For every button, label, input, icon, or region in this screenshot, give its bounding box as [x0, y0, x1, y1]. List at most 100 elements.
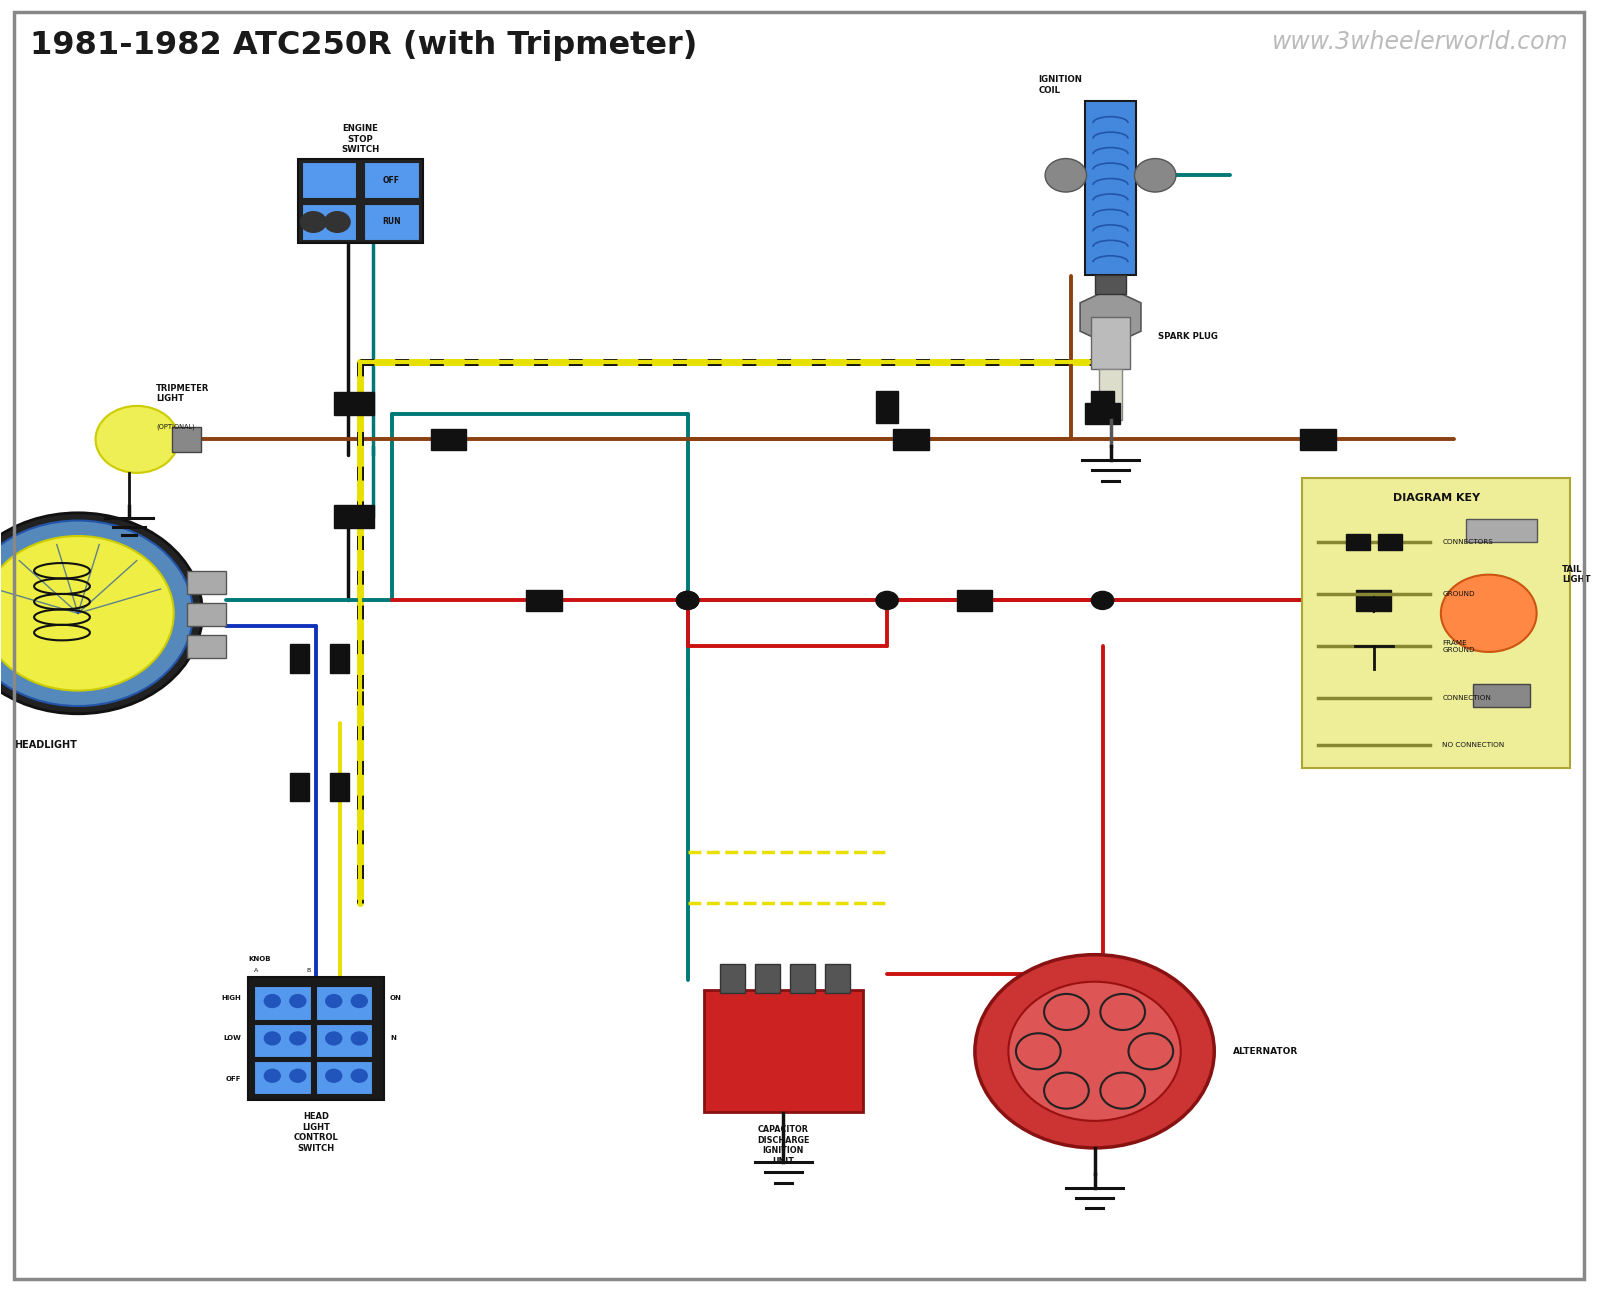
Bar [173, 426, 202, 452]
Bar [1085, 403, 1120, 423]
Bar [720, 964, 746, 993]
Text: (OPTIONAL): (OPTIONAL) [157, 423, 195, 430]
Text: A: A [254, 968, 258, 973]
Bar [334, 391, 374, 414]
Bar [1357, 590, 1392, 611]
Text: ENGINE
STOP
SWITCH: ENGINE STOP SWITCH [341, 124, 379, 154]
Circle shape [290, 994, 306, 1007]
Circle shape [352, 1032, 368, 1044]
Bar [330, 773, 349, 802]
Circle shape [0, 536, 174, 691]
Circle shape [677, 591, 699, 609]
Text: DIAGRAM KEY: DIAGRAM KEY [1392, 493, 1480, 503]
Bar [1094, 275, 1126, 294]
Bar [875, 391, 898, 423]
Circle shape [0, 513, 203, 714]
Text: HEADLIGHT: HEADLIGHT [14, 740, 77, 750]
Bar [1378, 534, 1402, 550]
Bar [1472, 684, 1530, 707]
Text: IGNITION
COIL: IGNITION COIL [1038, 75, 1083, 94]
Circle shape [974, 954, 1214, 1148]
Bar [254, 1061, 310, 1095]
Bar [315, 1024, 373, 1057]
Text: FRAME
GROUND: FRAME GROUND [1443, 639, 1475, 653]
Circle shape [326, 994, 342, 1007]
Text: TRIPMETER
LIGHT: TRIPMETER LIGHT [157, 383, 210, 403]
Bar [790, 964, 816, 993]
Text: CONNECTION: CONNECTION [1443, 696, 1491, 701]
Circle shape [264, 994, 280, 1007]
Circle shape [352, 994, 368, 1007]
Bar [704, 990, 862, 1113]
Bar [826, 964, 850, 993]
Bar [254, 986, 310, 1020]
Circle shape [326, 1069, 342, 1082]
Bar [1301, 429, 1336, 449]
Bar [187, 635, 227, 658]
Bar [430, 429, 466, 449]
Text: www.3wheelerworld.com: www.3wheelerworld.com [1272, 30, 1568, 54]
Circle shape [264, 1032, 280, 1044]
Text: KNOB: KNOB [248, 955, 270, 962]
Bar [330, 644, 349, 673]
Circle shape [290, 1069, 306, 1082]
Bar [302, 204, 357, 240]
Bar [315, 986, 373, 1020]
Bar [1091, 318, 1130, 368]
Circle shape [0, 520, 194, 706]
Bar [290, 644, 309, 673]
Circle shape [1045, 159, 1086, 192]
Text: OFF: OFF [382, 176, 400, 185]
Bar [290, 773, 309, 802]
Bar [315, 1061, 373, 1095]
Bar [302, 163, 357, 198]
Bar [1451, 542, 1552, 684]
Text: HEAD
LIGHT
CONTROL
SWITCH: HEAD LIGHT CONTROL SWITCH [293, 1113, 338, 1153]
Circle shape [326, 1032, 342, 1044]
Text: SPARK PLUG: SPARK PLUG [1158, 332, 1218, 341]
Text: RUN: RUN [382, 217, 402, 226]
Circle shape [677, 591, 699, 609]
Circle shape [352, 1069, 368, 1082]
Circle shape [264, 1069, 280, 1082]
Bar [365, 163, 419, 198]
Circle shape [96, 405, 179, 473]
Text: N: N [390, 1035, 395, 1042]
Bar [187, 603, 227, 626]
Bar [298, 159, 422, 243]
Text: B: B [307, 968, 310, 973]
Bar [1091, 391, 1114, 423]
Text: TAIL
LIGHT: TAIL LIGHT [1562, 565, 1590, 585]
Text: ON: ON [390, 994, 402, 1001]
Circle shape [325, 212, 350, 232]
Bar [334, 505, 374, 528]
Bar [1346, 534, 1370, 550]
Text: OFF: OFF [226, 1077, 242, 1082]
Circle shape [1442, 574, 1536, 652]
Text: CONNECTORS: CONNECTORS [1443, 538, 1493, 545]
Bar [755, 964, 781, 993]
Bar [526, 590, 562, 611]
Text: NO CONNECTION: NO CONNECTION [1443, 742, 1504, 747]
Bar [1467, 519, 1536, 542]
Bar [893, 429, 928, 449]
Circle shape [1091, 591, 1114, 609]
Text: LOW: LOW [224, 1035, 242, 1042]
Text: HIGH: HIGH [222, 994, 242, 1001]
Bar [1099, 368, 1122, 420]
Circle shape [1008, 981, 1181, 1121]
Circle shape [290, 1032, 306, 1044]
Circle shape [301, 212, 326, 232]
Circle shape [1134, 159, 1176, 192]
Bar [248, 977, 384, 1100]
Bar [365, 204, 419, 240]
Circle shape [875, 591, 898, 609]
Text: GROUND: GROUND [1443, 591, 1475, 596]
Bar [187, 571, 227, 594]
Bar [254, 1024, 310, 1057]
Text: ALTERNATOR: ALTERNATOR [1234, 1047, 1299, 1056]
Text: CAPACITOR
DISCHARGE
IGNITION
UNIT: CAPACITOR DISCHARGE IGNITION UNIT [757, 1126, 810, 1166]
Text: 1981-1982 ATC250R (with Tripmeter): 1981-1982 ATC250R (with Tripmeter) [30, 30, 698, 61]
Bar [957, 590, 992, 611]
Bar [1302, 478, 1570, 768]
